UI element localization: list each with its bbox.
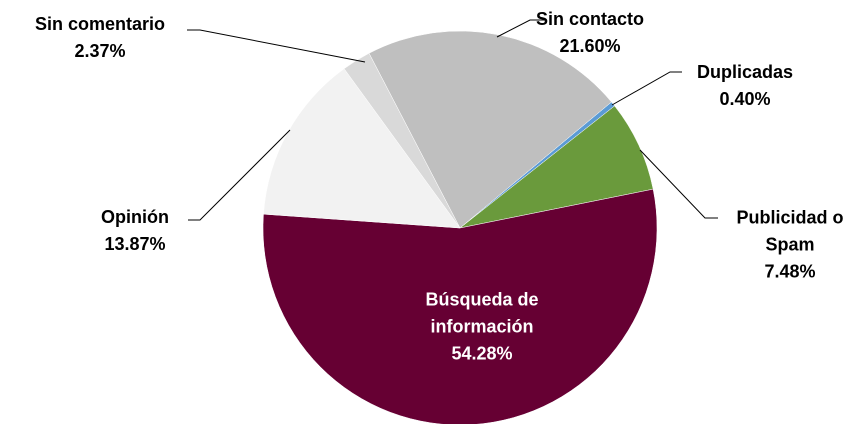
value-label: 21.60% <box>559 36 621 56</box>
category-label: Sin contacto <box>535 9 645 29</box>
pie-slice <box>262 188 658 424</box>
slices <box>262 30 658 424</box>
value-label: 7.48% <box>764 261 816 282</box>
leader-line <box>496 19 545 38</box>
slice-label: Sin comentario 2.37% <box>35 11 165 65</box>
slice-label: Opinión 13.87% <box>101 204 169 258</box>
value-label: 0.40% <box>719 89 771 109</box>
category-label: Búsqueda de información <box>425 289 539 337</box>
slice-label: Sin contacto 21.60% <box>536 6 644 60</box>
leader-line <box>611 71 682 106</box>
value-label: 54.28% <box>451 343 513 364</box>
slice-label: Duplicadas 0.40% <box>697 59 793 113</box>
value-label: 2.37% <box>74 41 126 61</box>
slice-label: Búsqueda de información 54.28% <box>392 287 572 368</box>
slice-label: Publicidad o Spam 7.48% <box>715 205 863 286</box>
leader-line <box>639 149 718 219</box>
category-label: Duplicadas <box>696 62 794 82</box>
category-label: Sin comentario <box>34 14 166 34</box>
value-label: 13.87% <box>104 234 166 254</box>
leader-line <box>188 129 291 221</box>
leader-line <box>187 29 366 63</box>
pie-slice <box>368 30 612 229</box>
category-label: Opinión <box>101 207 169 227</box>
category-label: Publicidad o Spam <box>736 207 844 255</box>
